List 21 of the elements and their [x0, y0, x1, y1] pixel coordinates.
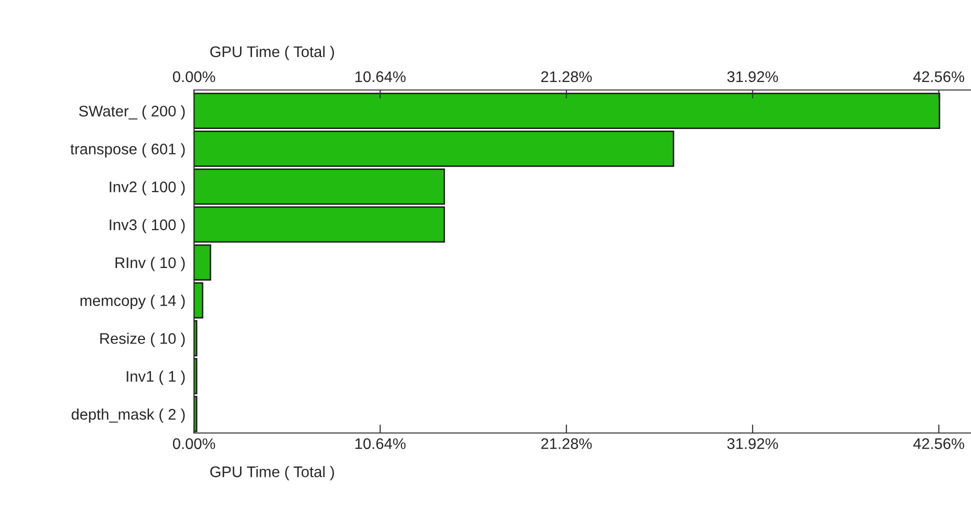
x2-tick-label: 31.92% [727, 71, 778, 82]
x-axis-title: GPU Time ( Total ) [210, 466, 334, 480]
y-tick-label: SWater_ ( 200 ) [79, 105, 185, 120]
y-tick-label: Inv1 ( 1 ) [126, 370, 185, 385]
x-tick-label: 42.56% [913, 438, 964, 450]
x-tick-label: 0.00% [172, 438, 216, 450]
y-tick-label: Inv3 ( 100 ) [110, 219, 185, 234]
x2-tick-label: 21.28% [541, 71, 592, 82]
x-tick-label: 10.64% [355, 438, 406, 450]
x2-tick-label: 42.56% [913, 71, 964, 82]
x2-axis-title: GPU Time ( Total ) [210, 46, 334, 60]
y-tick-label: memcopy ( 14 ) [80, 294, 185, 310]
x2-tick-label: 10.64% [355, 71, 406, 82]
x-tick-label: 31.92% [727, 438, 778, 450]
y-tick-label: transpose ( 601 ) [70, 143, 185, 158]
y-tick-label: depth_mask ( 2 ) [72, 408, 185, 423]
x2-tick-label: 0.00% [172, 71, 216, 82]
x-tick-label: 21.28% [541, 438, 592, 450]
y-tick-label: RInv ( 10 ) [116, 256, 185, 272]
y-tick-label: Resize ( 10 ) [100, 332, 185, 347]
y-tick-label: Inv2 ( 100 ) [110, 181, 185, 196]
